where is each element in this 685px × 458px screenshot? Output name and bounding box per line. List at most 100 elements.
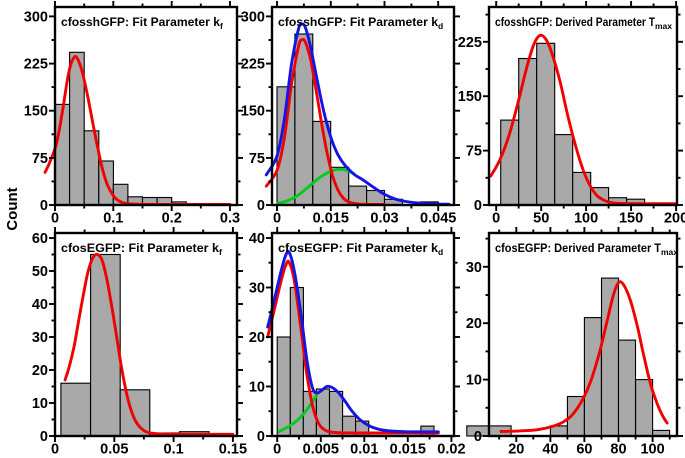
- x-tick-label: 100: [574, 211, 598, 227]
- x-tick-label: 0.02: [437, 442, 465, 458]
- x-tick-label: 0.03: [370, 211, 398, 227]
- red-fit-curve: [264, 37, 386, 206]
- x-tick-label: 0.3: [220, 211, 240, 227]
- y-tick-label: 10: [32, 396, 48, 412]
- x-tick-label: 0: [51, 442, 59, 458]
- y-tick-label: 0: [474, 429, 482, 445]
- y-tick-label: 50: [32, 264, 48, 280]
- y-tick-label: 20: [32, 363, 48, 379]
- histogram-bar: [572, 171, 592, 206]
- x-tick-label: 0: [51, 211, 59, 227]
- histogram-bar: [536, 42, 556, 206]
- y-axis-title: Count: [4, 187, 21, 231]
- axis-ticks: [483, 1, 683, 211]
- x-tick-label: 0: [273, 442, 281, 458]
- panel-cfosEGFP-Tmax: 20 40 60 80 100 0 10 20 30 cfosEGFP: Derived Para…: [466, 227, 683, 458]
- histogram-bar: [617, 339, 637, 437]
- axis-ticks: [266, 1, 460, 211]
- x-tick-label: 0.2: [162, 211, 182, 227]
- histogram-bar: [60, 382, 92, 437]
- y-tick-label: 20: [466, 316, 482, 332]
- panel-cfosshGFP-kd: 0 0.015 0.03 0.045 0 75 150 225 300 cfosshGFP: Fi…: [241, 1, 460, 227]
- x-tick-label: 0.015: [313, 211, 349, 227]
- panel-title: cfosshGFP: Derived Parameter Tmax: [495, 15, 672, 31]
- x-tick-label: 0.15: [219, 442, 247, 458]
- y-tick-label: 300: [24, 9, 48, 25]
- y-tick-label: 10: [466, 373, 482, 389]
- histogram-bar: [600, 277, 620, 437]
- x-tick-label: 80: [610, 442, 626, 458]
- axis-ticks: [266, 227, 460, 442]
- y-tick-label: 75: [249, 151, 265, 167]
- histogram-bar: [554, 134, 574, 206]
- axis-ticks: [49, 1, 243, 211]
- x-tick-label: 40: [542, 442, 558, 458]
- x-tick-label: 0.1: [164, 442, 184, 458]
- y-tick-label: 75: [32, 151, 48, 167]
- y-tick-label: 0: [40, 198, 48, 214]
- axis-ticks: [483, 227, 683, 442]
- y-tick-label: 40: [249, 231, 265, 247]
- plot-frame: [487, 231, 679, 438]
- y-tick-label: 225: [24, 57, 48, 73]
- histogram-bar: [518, 57, 538, 206]
- panel-cfosEGFP-kf: 0 0.05 0.1 0.15 0 10 20 30 40 50 60 cfosEGFP: Fit P…: [32, 227, 247, 458]
- y-tick-label: 60: [32, 231, 48, 247]
- x-tick-label: 0.045: [420, 211, 456, 227]
- y-tick-label: 0: [474, 198, 482, 214]
- x-tick-label: 0: [492, 211, 500, 227]
- x-tick-label: 60: [576, 442, 592, 458]
- histogram-bars: [60, 253, 210, 437]
- y-tick-label: 0: [257, 429, 265, 445]
- red-fit-curve: [43, 54, 232, 206]
- y-tick-label: 150: [241, 104, 265, 120]
- x-tick-label: 150: [619, 211, 643, 227]
- panel-title: cfosEGFP: Derived Parameter Tmax: [495, 241, 678, 257]
- blue-total-curve: [264, 22, 451, 206]
- histogram-bar: [635, 379, 654, 437]
- histogram-bar: [276, 336, 291, 437]
- green-component-curve: [276, 167, 356, 205]
- panel-title: cfosEGFP: Fit Parameter kf: [61, 241, 222, 257]
- x-tick-label: 0.015: [390, 442, 426, 458]
- y-tick-label: 150: [24, 104, 48, 120]
- plot-frame: [270, 231, 456, 438]
- y-tick-label: 0: [40, 429, 48, 445]
- y-tick-label: 225: [241, 57, 265, 73]
- blue-total-curve: [266, 249, 440, 434]
- y-tick-label: 150: [458, 89, 482, 105]
- x-tick-label: 0.005: [303, 442, 339, 458]
- panel-title: cfosshGFP: Fit Parameter kd: [278, 15, 443, 31]
- x-tick-label: 20: [508, 442, 524, 458]
- y-tick-label: 30: [466, 260, 482, 276]
- x-tick-label: 0: [273, 211, 281, 227]
- panel-title: cfosshGFP: Fit Parameter kf: [61, 15, 223, 31]
- y-tick-label: 225: [458, 35, 482, 51]
- x-tick-label: 0.05: [100, 442, 128, 458]
- plot-frame: [53, 5, 239, 207]
- y-tick-label: 300: [241, 9, 265, 25]
- y-tick-label: 30: [32, 330, 48, 346]
- red-fit-curve: [63, 252, 235, 436]
- panel-cfosEGFP-kd: 0 0.005 0.01 0.015 0.02 0 10 20 30 40 cfosEGFP: Fi…: [249, 227, 466, 458]
- red-fit-curve: [499, 280, 669, 433]
- y-tick-label: 30: [249, 281, 265, 297]
- y-tick-label: 0: [257, 198, 265, 214]
- histogram-bar: [328, 390, 344, 437]
- y-tick-label: 20: [249, 330, 265, 346]
- x-tick-label: 100: [640, 442, 664, 458]
- y-tick-label: 10: [249, 380, 265, 396]
- panel-title: cfosEGFP: Fit Parameter kd: [278, 241, 443, 257]
- plot-frame: [270, 5, 456, 207]
- y-tick-label: 40: [32, 297, 48, 313]
- y-tick-label: 75: [466, 144, 482, 160]
- plot-frame: [53, 231, 239, 438]
- panel-cfosshGFP-kf: 0 0.1 0.2 0.3 0 75 150 225 300 cfosshGFP: Fit Par…: [24, 1, 243, 227]
- plot-frame: [487, 5, 679, 207]
- axis-ticks: [49, 227, 243, 442]
- histogram-bar: [119, 389, 151, 437]
- panel-cfosshGFP-Tmax: 0 50 100 150 200 0 75 150 225 cfosshGFP: Derived …: [458, 1, 685, 227]
- x-tick-label: 0.01: [350, 442, 378, 458]
